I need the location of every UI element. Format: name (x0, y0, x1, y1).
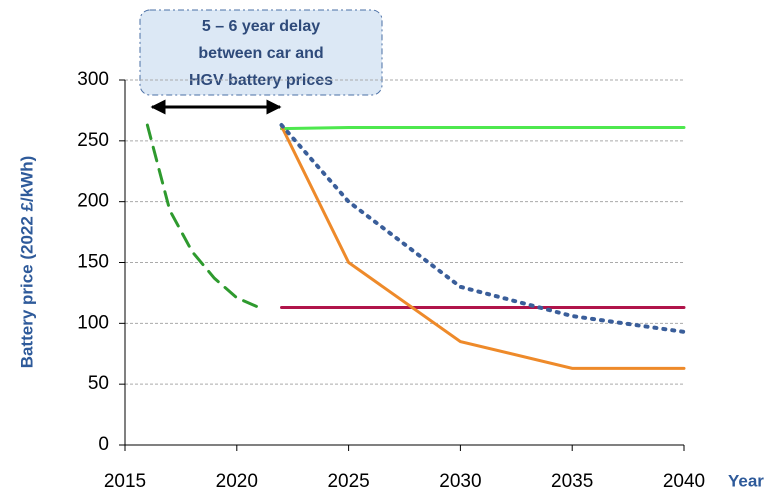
y-tick-label: 200 (77, 191, 109, 212)
x-tick-label: 2040 (663, 471, 705, 492)
series-line (279, 123, 686, 334)
annotation: HGV battery prices (189, 72, 333, 89)
series-line (280, 124, 686, 370)
x-tick-label: 2035 (551, 471, 593, 492)
annotation: between car and (198, 45, 323, 62)
y-tick-label: 100 (77, 312, 109, 333)
y-axis-label: Battery price (2022 £/kWh) (17, 156, 36, 369)
annotation-box (139, 9, 383, 96)
y-tick-label: 150 (77, 252, 109, 273)
x-axis-label: Year (728, 471, 764, 490)
x-tick-label: 2025 (327, 471, 369, 492)
series-line (145, 123, 261, 310)
x-tick-label: 2030 (439, 471, 481, 492)
y-tick-label: 300 (77, 69, 109, 90)
x-tick-label: 2020 (216, 471, 258, 492)
y-tick-label: 0 (98, 434, 109, 455)
y-tick-label: 50 (88, 373, 109, 394)
annotation: 5 – 6 year delay (202, 18, 320, 35)
x-tick-label: 2015 (104, 471, 146, 492)
y-tick-label: 250 (77, 130, 109, 151)
series-line (280, 125, 686, 131)
